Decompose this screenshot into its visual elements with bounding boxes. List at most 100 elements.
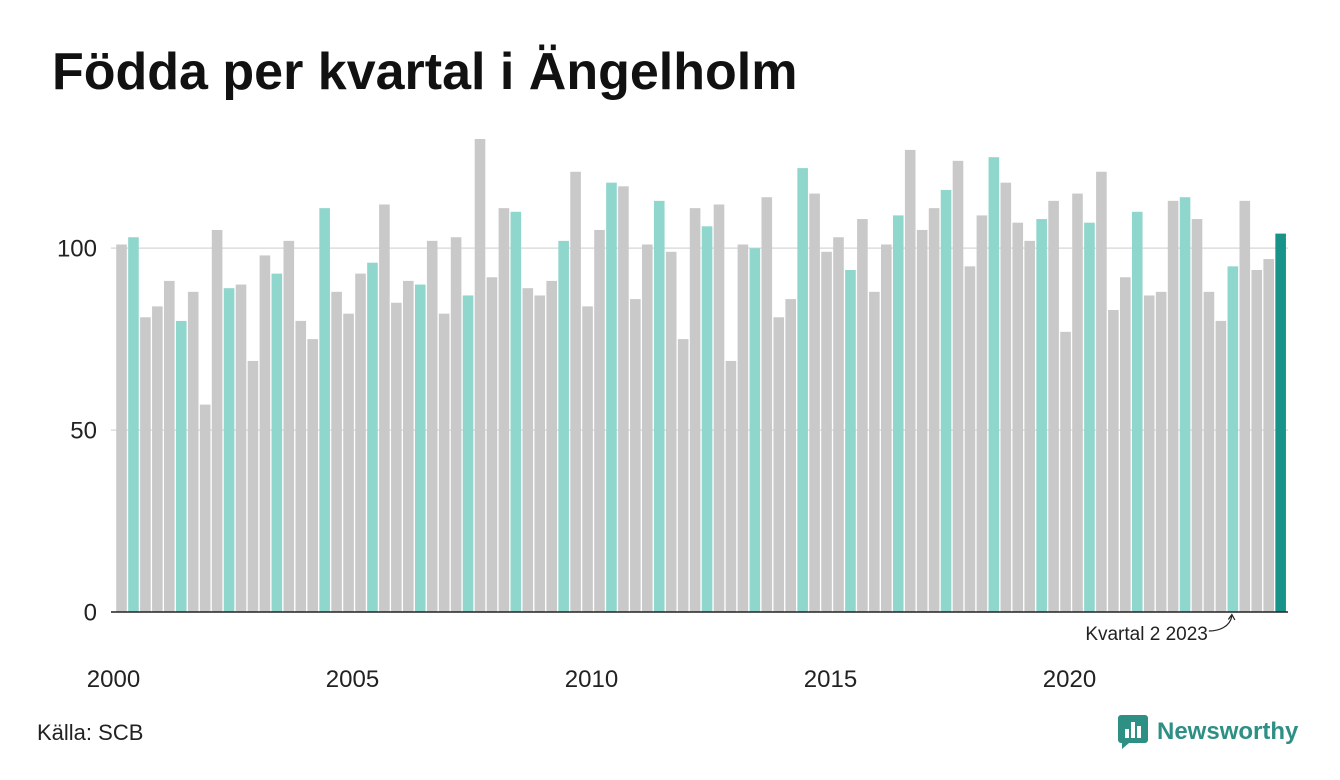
bar-2022-q2 — [1179, 197, 1191, 612]
bar-2008-q3 — [522, 288, 534, 612]
bar-2024-q2 — [1275, 233, 1286, 612]
bar-2023-q3 — [1239, 200, 1251, 612]
bar-2002-q1 — [211, 229, 223, 612]
bar-2000-q2 — [128, 237, 139, 613]
bar-2022-q4 — [1203, 291, 1215, 612]
bar-2017-q4 — [964, 266, 976, 612]
bar-2000-q4 — [152, 306, 163, 612]
bar-2024-q1 — [1263, 259, 1274, 612]
bar-2003-q4 — [295, 320, 307, 612]
bar-2022-q1 — [1167, 200, 1179, 612]
bar-2012-q1 — [689, 208, 701, 612]
bar-2009-q1 — [546, 280, 557, 612]
brand-name: Newsworthy — [1157, 718, 1299, 745]
bar-2004-q1 — [307, 339, 318, 612]
bar-2015-q2 — [845, 269, 856, 612]
bar-2004-q4 — [343, 313, 354, 612]
bar-2002-q2 — [223, 288, 235, 612]
bar-2013-q4 — [773, 317, 785, 612]
bar-2003-q3 — [283, 240, 295, 612]
bar-2007-q4 — [486, 277, 498, 612]
bar-2016-q2 — [892, 215, 904, 612]
bar-2020-q3 — [1096, 171, 1107, 612]
newsworthy-logo-icon — [1118, 715, 1148, 749]
bar-2018-q1 — [976, 215, 988, 612]
brand-logo: Newsworthy — [1118, 714, 1298, 750]
bars — [116, 139, 1286, 613]
bar-2006-q3 — [426, 240, 438, 612]
bar-2000-q3 — [140, 317, 151, 612]
x-tick-label: 2015 — [804, 666, 857, 693]
bar-2019-q1 — [1024, 240, 1035, 612]
bar-2018-q4 — [1012, 222, 1024, 612]
bar-2004-q3 — [331, 291, 342, 612]
bar-2012-q2 — [701, 226, 713, 612]
bar-2020-q4 — [1108, 310, 1119, 612]
bar-2013-q3 — [761, 197, 773, 612]
bar-2023-q1 — [1215, 320, 1227, 612]
bar-2018-q3 — [1000, 182, 1012, 612]
bar-2000-q1 — [116, 244, 127, 612]
bar-2019-q2 — [1036, 219, 1047, 613]
bar-2017-q3 — [952, 160, 964, 612]
annotation: Kvartal 2 2023 — [1085, 613, 1236, 645]
bar-2007-q3 — [474, 139, 486, 612]
bar-2005-q1 — [355, 273, 366, 612]
y-tick-label: 50 — [70, 418, 97, 445]
bar-2006-q4 — [438, 313, 450, 612]
bar-2023-q2 — [1227, 266, 1239, 612]
bar-2020-q1 — [1072, 193, 1083, 612]
annotation-label: Kvartal 2 2023 — [1085, 624, 1208, 645]
annotation-arrow — [1208, 615, 1233, 632]
bar-2014-q3 — [809, 193, 820, 612]
bar-2001-q3 — [187, 291, 199, 612]
bar-2018-q2 — [988, 157, 1000, 612]
bar-2021-q2 — [1131, 211, 1143, 612]
axes: 0 50 100 2000 2005 2010 2015 2020 — [57, 236, 1288, 693]
y-tick-label: 0 — [84, 600, 97, 627]
bar-2019-q4 — [1060, 331, 1071, 612]
bar-2011-q3 — [665, 251, 677, 613]
bar-2010-q3 — [618, 186, 629, 613]
bar-2015-q4 — [869, 291, 880, 612]
bar-2008-q4 — [534, 295, 546, 612]
bar-2016-q4 — [916, 229, 928, 612]
bar-2006-q2 — [414, 284, 426, 612]
x-tick-label: 2020 — [1043, 666, 1096, 693]
bar-2019-q3 — [1048, 200, 1059, 612]
bar-2021-q3 — [1143, 295, 1155, 612]
bar-2007-q1 — [450, 237, 462, 613]
bar-2011-q1 — [642, 244, 653, 612]
bar-2003-q2 — [271, 273, 283, 612]
bar-2009-q2 — [558, 240, 569, 612]
bar-2021-q1 — [1120, 277, 1131, 612]
x-tick-label: 2005 — [326, 666, 379, 693]
bar-2001-q1 — [164, 280, 175, 612]
bar-2005-q3 — [379, 204, 390, 613]
bar-2014-q4 — [821, 251, 832, 613]
bar-2015-q3 — [857, 219, 868, 613]
bar-2002-q3 — [235, 284, 247, 612]
bar-2013-q2 — [749, 248, 761, 612]
bar-2005-q4 — [391, 302, 402, 612]
bar-2014-q2 — [797, 168, 808, 613]
source-note: Källa: SCB — [37, 720, 144, 745]
bar-2003-q1 — [259, 255, 271, 612]
bar-2017-q2 — [940, 189, 952, 612]
bar-2016-q3 — [904, 149, 916, 613]
bar-2008-q2 — [510, 211, 522, 612]
bar-2011-q4 — [677, 339, 689, 612]
bar-2010-q1 — [594, 229, 605, 612]
y-tick-label: 100 — [57, 236, 97, 263]
bar-2010-q2 — [606, 182, 617, 612]
bar-2021-q4 — [1155, 291, 1167, 612]
bar-2015-q1 — [833, 237, 844, 613]
bar-2007-q2 — [462, 295, 474, 612]
bar-2006-q1 — [403, 280, 414, 612]
bar-2009-q4 — [582, 306, 593, 612]
bar-2008-q1 — [498, 208, 510, 612]
annotation-arrowhead — [1227, 613, 1236, 621]
chart-title: Födda per kvartal i Ängelholm — [52, 43, 798, 101]
x-tick-label: 2010 — [565, 666, 618, 693]
